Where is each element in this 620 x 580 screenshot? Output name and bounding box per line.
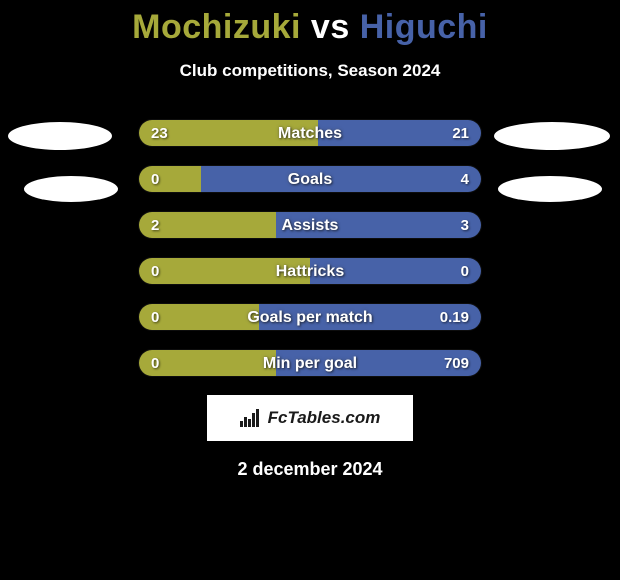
- attribution-text: FcTables.com: [268, 408, 381, 428]
- decor-ellipse: [494, 122, 610, 150]
- stat-label: Min per goal: [139, 350, 481, 377]
- player2-name: Higuchi: [360, 8, 488, 46]
- stat-label: Hattricks: [139, 258, 481, 285]
- decor-ellipse: [24, 176, 118, 202]
- decor-ellipse: [8, 122, 112, 150]
- stat-bar-row: 04Goals: [138, 165, 482, 193]
- player1-name: Mochizuki: [132, 8, 301, 46]
- stat-bar-row: 23Assists: [138, 211, 482, 239]
- decor-ellipse: [498, 176, 602, 202]
- subtitle: Club competitions, Season 2024: [0, 61, 620, 81]
- stat-bar-row: 2321Matches: [138, 119, 482, 147]
- attribution-badge: FcTables.com: [207, 395, 413, 441]
- stat-label: Goals per match: [139, 304, 481, 331]
- stat-bar-row: 00Hattricks: [138, 257, 482, 285]
- stat-label: Goals: [139, 166, 481, 193]
- date-text: 2 december 2024: [0, 459, 620, 480]
- stat-label: Assists: [139, 212, 481, 239]
- comparison-bars: 2321Matches 04Goals 23Assists 00Hattricks 00…: [138, 119, 482, 377]
- stat-bar-row: 0709Min per goal: [138, 349, 482, 377]
- stat-label: Matches: [139, 120, 481, 147]
- vs-text: vs: [311, 8, 350, 46]
- stat-bar-row: 00.19Goals per match: [138, 303, 482, 331]
- comparison-title: Mochizuki vs Higuchi: [0, 0, 620, 47]
- bars-icon: [240, 409, 262, 427]
